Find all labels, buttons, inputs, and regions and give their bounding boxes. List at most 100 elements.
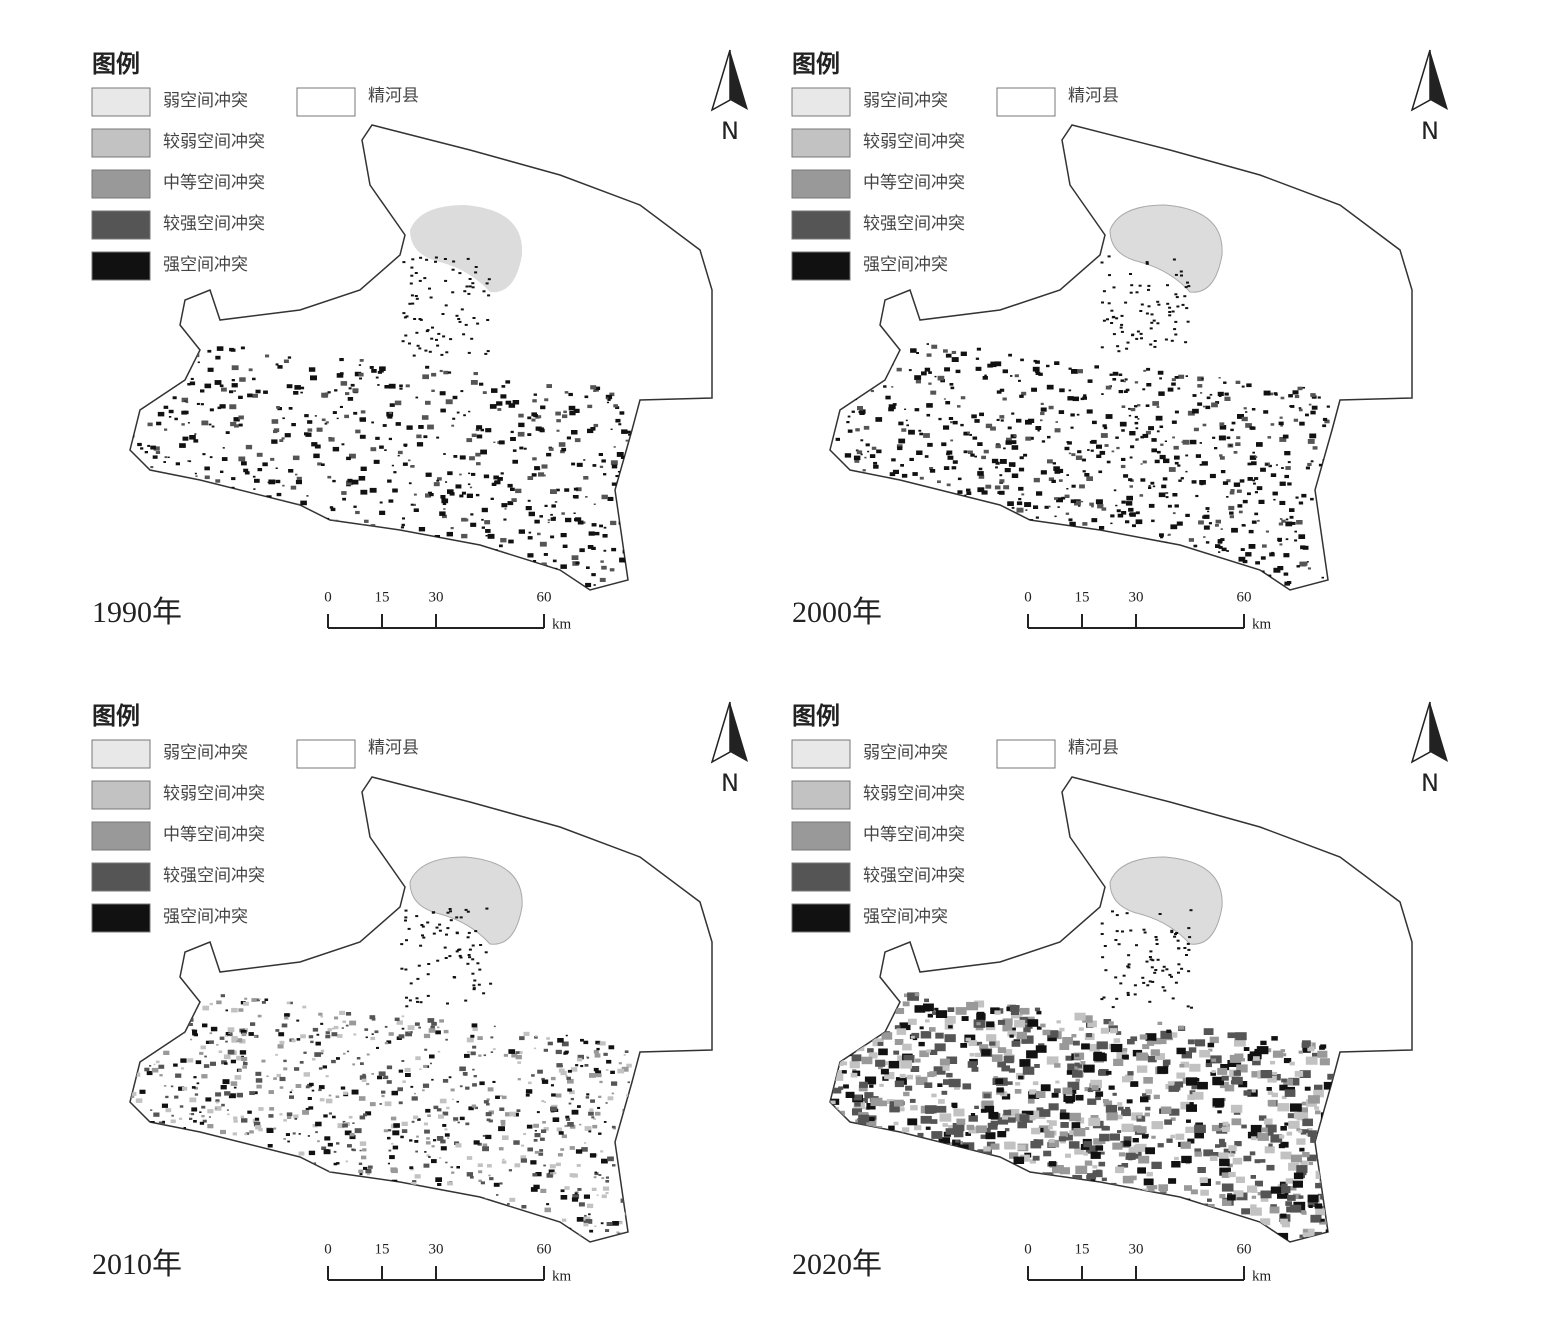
- conflict-patch: [1177, 947, 1181, 950]
- conflict-patch: [1100, 1027, 1110, 1034]
- conflict-patch: [1018, 1075, 1024, 1080]
- conflict-patch: [387, 1162, 390, 1165]
- conflict-patch: [964, 537, 970, 541]
- conflict-patch: [833, 1022, 840, 1028]
- conflict-patch: [381, 1090, 386, 1094]
- conflict-patch: [533, 393, 537, 396]
- conflict-patch: [1003, 1202, 1012, 1208]
- conflict-patch: [583, 1222, 589, 1227]
- conflict-patch: [455, 314, 459, 317]
- conflict-patch: [1209, 1155, 1218, 1161]
- conflict-patch: [590, 385, 597, 390]
- conflict-patch: [145, 1032, 151, 1036]
- conflict-patch: [1054, 497, 1058, 500]
- conflict-patch: [418, 425, 424, 429]
- conflict-patch: [521, 1144, 525, 1147]
- conflict-patch: [489, 982, 493, 985]
- conflict-patch: [1040, 1023, 1046, 1028]
- conflict-patch: [859, 1081, 868, 1088]
- conflict-patch: [599, 465, 604, 468]
- conflict-patch: [219, 384, 224, 388]
- conflict-patch: [254, 1035, 257, 1038]
- conflict-patch: [1219, 1142, 1227, 1148]
- conflict-patch: [469, 456, 475, 461]
- conflict-patch: [1021, 493, 1025, 496]
- conflict-patch: [1220, 528, 1223, 530]
- conflict-patch: [487, 533, 495, 539]
- conflict-patch: [433, 1105, 439, 1110]
- conflict-patch: [378, 1071, 386, 1077]
- conflict-patch: [1131, 1151, 1142, 1159]
- conflict-patch: [983, 527, 990, 533]
- conflict-patch: [414, 272, 418, 274]
- conflict-patch: [996, 1161, 1002, 1166]
- conflict-patch: [1025, 509, 1028, 511]
- conflict-patch: [605, 1229, 610, 1232]
- conflict-patch: [1007, 426, 1012, 430]
- conflict-patch: [1003, 1056, 1014, 1064]
- conflict-patch: [378, 544, 385, 549]
- conflict-patch: [1186, 1104, 1197, 1112]
- conflict-patch: [915, 379, 921, 384]
- conflict-patch: [457, 1193, 461, 1196]
- conflict-patch: [221, 1060, 227, 1065]
- conflict-patch: [505, 1112, 511, 1117]
- conflict-patch: [870, 521, 874, 524]
- conflict-patch: [948, 417, 954, 420]
- conflict-patch: [534, 576, 539, 580]
- conflict-patch: [310, 1040, 314, 1044]
- conflict-patch: [1302, 1152, 1310, 1158]
- conflict-patch: [325, 532, 331, 536]
- conflict-patch: [485, 282, 489, 285]
- conflict-patch: [1075, 1094, 1084, 1101]
- conflict-patch: [1281, 519, 1286, 523]
- conflict-patch: [415, 997, 419, 1000]
- conflict-patch: [1176, 939, 1180, 942]
- conflict-patch: [830, 1100, 836, 1105]
- legend-swatch: [296, 739, 356, 769]
- conflict-patch: [165, 1108, 172, 1113]
- conflict-patch: [895, 1187, 905, 1195]
- conflict-patch: [1092, 1170, 1103, 1178]
- conflict-patch: [401, 1015, 405, 1018]
- conflict-patch: [220, 994, 225, 998]
- conflict-patch: [925, 1126, 931, 1130]
- conflict-patch: [568, 1234, 575, 1239]
- conflict-patch: [999, 388, 1005, 392]
- conflict-patch: [952, 1123, 965, 1132]
- conflict-patch: [170, 503, 175, 506]
- conflict-patch: [1166, 1029, 1172, 1033]
- conflict-patch: [564, 391, 569, 394]
- conflict-patch: [977, 487, 985, 493]
- conflict-patch: [1230, 489, 1235, 492]
- conflict-patch: [164, 428, 168, 431]
- conflict-patch: [352, 1063, 356, 1066]
- conflict-patch: [1072, 1174, 1083, 1182]
- conflict-patch: [1267, 1076, 1277, 1083]
- conflict-patch: [541, 1100, 545, 1103]
- conflict-patch: [214, 380, 222, 385]
- conflict-patch: [279, 1113, 283, 1116]
- conflict-patch: [168, 409, 174, 414]
- conflict-patch: [291, 423, 296, 427]
- conflict-patch: [573, 487, 579, 491]
- conflict-patch: [216, 1000, 222, 1005]
- conflict-patch: [616, 1231, 620, 1234]
- conflict-patch: [472, 1045, 477, 1049]
- conflict-patch: [560, 564, 567, 569]
- conflict-patch: [1110, 309, 1114, 312]
- conflict-patch: [925, 1107, 934, 1114]
- conflict-patch: [853, 1038, 866, 1047]
- conflict-patch: [1074, 1062, 1080, 1067]
- conflict-patch: [1251, 1188, 1258, 1193]
- conflict-patch: [544, 398, 549, 402]
- conflict-patch: [974, 1196, 984, 1203]
- conflict-patch: [285, 1133, 290, 1136]
- conflict-patch: [1176, 521, 1183, 526]
- conflict-patch: [1105, 1104, 1118, 1113]
- conflict-patch: [314, 444, 321, 449]
- legend-label: 弱空间冲突: [863, 743, 948, 762]
- conflict-patch: [1121, 1210, 1127, 1214]
- conflict-patch: [1301, 1101, 1308, 1106]
- conflict-patch: [558, 442, 566, 447]
